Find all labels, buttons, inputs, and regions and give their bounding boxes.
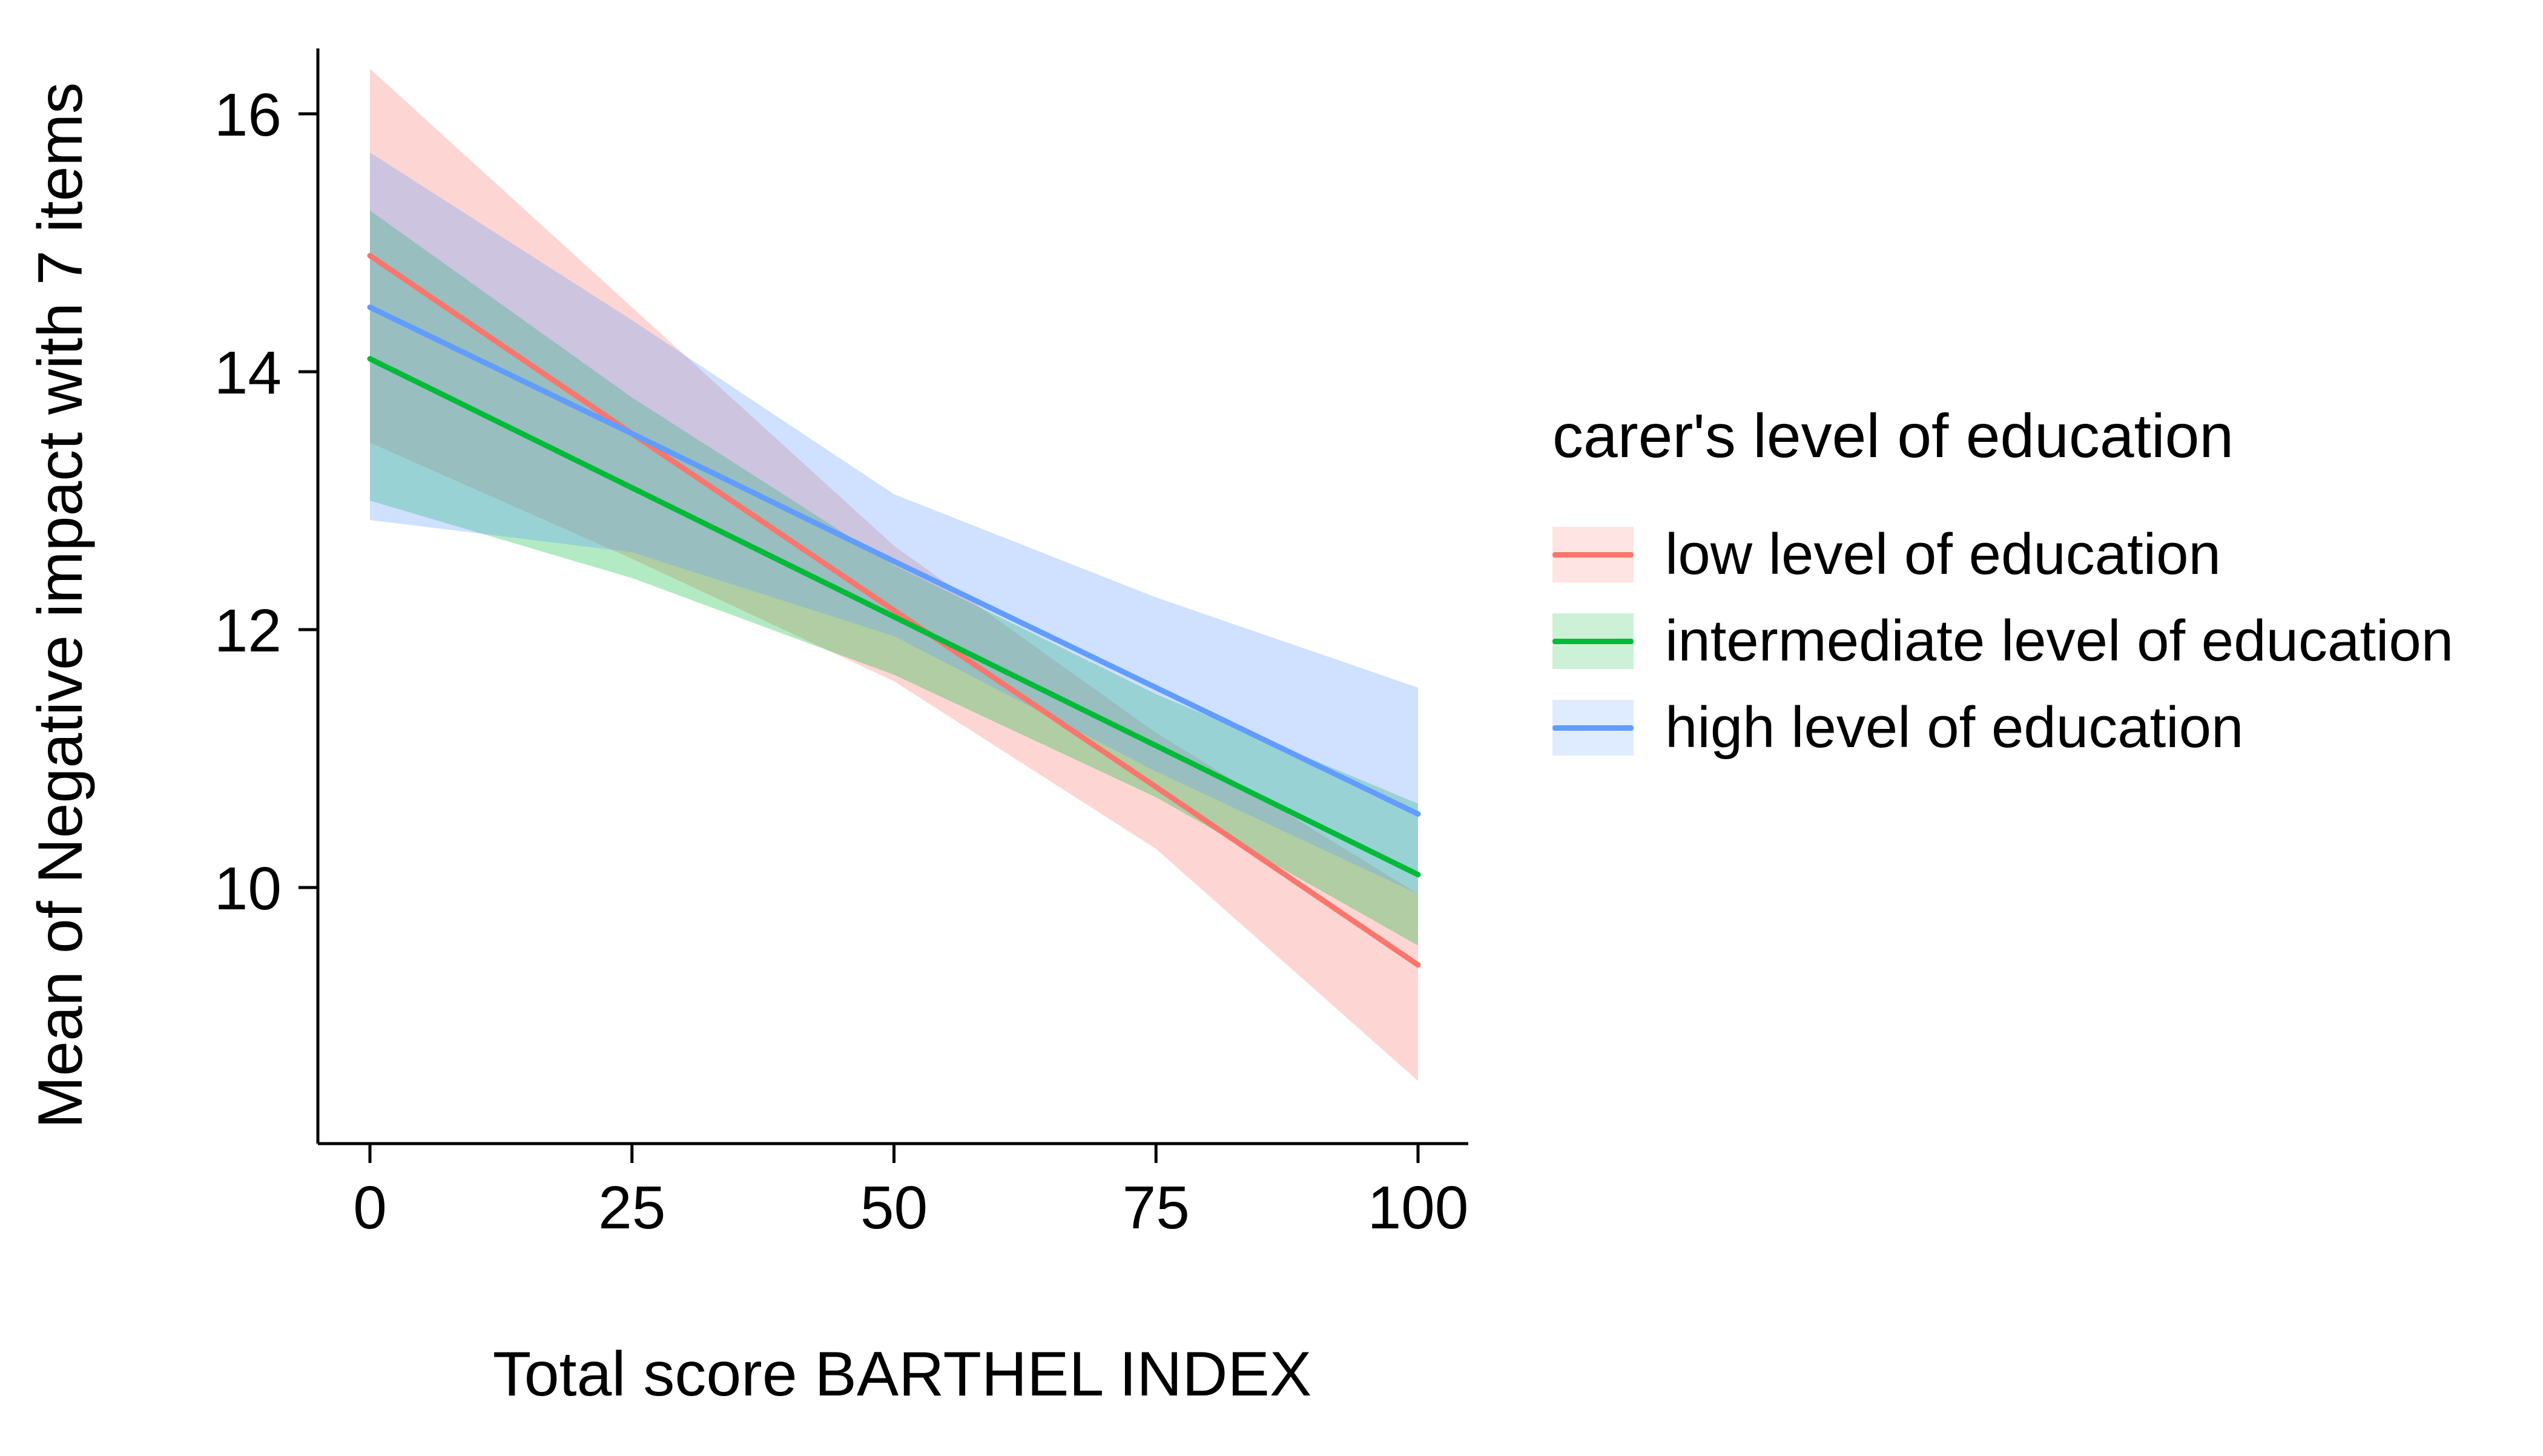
x-axis-title: Total score BARTHEL INDEX: [492, 1339, 1312, 1409]
x-tick-label: 75: [1123, 1174, 1190, 1242]
x-tick-label: 50: [860, 1174, 928, 1242]
legend-title: carer's level of education: [1552, 401, 2234, 470]
y-tick-label: 16: [214, 81, 282, 149]
legend-item-low: low level of education: [1552, 525, 2453, 584]
trend-line-2: [367, 305, 1421, 817]
trend-line-1: [367, 356, 1421, 878]
legend-line-swatch-high: [1552, 725, 1634, 731]
legend-item-intermediate: intermediate level of education: [1552, 612, 2453, 670]
legend-key-intermediate: [1552, 613, 1634, 669]
legend-item-high: high level of education: [1552, 699, 2453, 757]
ci-ribbon-2: [370, 152, 1418, 894]
x-tick-label: 0: [353, 1174, 387, 1242]
legend-line-swatch-low: [1552, 552, 1634, 558]
y-tick-label: 10: [214, 855, 282, 923]
legend-label-intermediate: intermediate level of education: [1665, 608, 2454, 673]
legend: carer's level of education low level of …: [1552, 400, 2453, 785]
x-tick-label: 25: [598, 1174, 665, 1242]
ci-ribbon-0: [370, 68, 1418, 1081]
y-axis-title: Mean of Negative impact with 7 items: [25, 82, 96, 1129]
legend-key-high: [1552, 700, 1634, 756]
x-tick-label: 100: [1368, 1174, 1469, 1242]
y-tick-label: 14: [214, 339, 282, 407]
trend-line-0: [367, 252, 1421, 968]
legend-label-high: high level of education: [1665, 695, 2244, 760]
legend-line-swatch-intermediate: [1552, 638, 1634, 644]
legend-key-low: [1552, 527, 1634, 582]
y-tick-label: 12: [214, 597, 282, 665]
legend-label-low: low level of education: [1665, 522, 2221, 587]
ci-ribbon-1: [370, 210, 1418, 946]
